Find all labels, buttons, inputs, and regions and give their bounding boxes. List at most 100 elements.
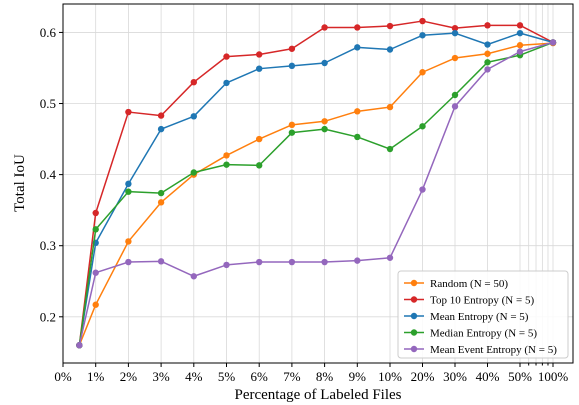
- data-point: [419, 17, 426, 25]
- y-tick-label: 0.2: [40, 309, 56, 324]
- x-tick-label: 3%: [152, 369, 170, 384]
- data-point: [484, 66, 491, 73]
- x-tick-label: 7%: [283, 369, 301, 384]
- x-tick-label: 4%: [185, 369, 203, 384]
- series-line: [78, 41, 554, 346]
- series-line: [78, 32, 554, 346]
- data-point: [288, 258, 296, 266]
- series-lines: [76, 17, 557, 349]
- data-point: [125, 238, 132, 245]
- data-point: [419, 123, 426, 130]
- plot-frame: [62, 3, 574, 364]
- x-tick-label: 20%: [411, 369, 435, 384]
- data-point: [484, 59, 491, 66]
- data-point: [190, 169, 197, 176]
- data-point: [125, 258, 132, 266]
- data-point: [288, 121, 296, 129]
- data-point: [451, 54, 459, 62]
- x-tick-label: 30%: [443, 369, 467, 384]
- legend-label: Top 10 Entropy (N = 5): [430, 295, 534, 307]
- data-point: [516, 48, 524, 55]
- data-point: [419, 69, 426, 76]
- series-4: [76, 39, 557, 349]
- data-point: [223, 161, 230, 168]
- data-point: [484, 50, 491, 57]
- data-point: [484, 41, 491, 48]
- data-point: [419, 186, 426, 193]
- x-tick-label: 6%: [251, 369, 269, 384]
- data-point: [223, 79, 230, 87]
- data-point: [354, 133, 361, 141]
- series-line: [78, 41, 554, 346]
- data-point: [125, 188, 132, 195]
- data-point: [516, 29, 524, 37]
- data-point: [190, 78, 197, 86]
- legend-label: Median Entropy (N = 5): [430, 328, 537, 340]
- data-point: [386, 22, 394, 30]
- x-tick-label: 50%: [508, 369, 532, 384]
- legend: Random (N = 50) Top 10 Entropy (N = 5) Mea…: [397, 270, 569, 359]
- x-tick-label: 2%: [120, 369, 138, 384]
- axis-ticks: 0.2 0.3 0.4 0.5 0.6 0% 1% 2% 3% 4% 5% 6% 7% 8% 9% 10% 20…: [40, 25, 569, 384]
- y-axis-label: Total IoU: [12, 154, 28, 212]
- data-point: [451, 29, 459, 37]
- data-point: [549, 39, 557, 46]
- data-point: [321, 118, 328, 125]
- data-point: [451, 91, 459, 99]
- data-point: [256, 65, 263, 72]
- series-line: [78, 20, 554, 346]
- series-line: [78, 42, 554, 346]
- y-tick-label: 0.3: [40, 238, 56, 253]
- legend-marker: [410, 312, 418, 320]
- data-point: [354, 257, 361, 264]
- data-point: [321, 59, 328, 67]
- data-point: [157, 125, 165, 133]
- data-point: [92, 226, 99, 233]
- y-tick-label: 0.4: [40, 167, 57, 182]
- data-point: [321, 125, 328, 133]
- data-point: [386, 103, 394, 111]
- data-point: [157, 112, 165, 119]
- data-point: [92, 209, 99, 217]
- data-point: [321, 24, 328, 31]
- data-point: [223, 53, 230, 60]
- data-point: [92, 301, 99, 308]
- data-point: [157, 199, 165, 206]
- data-point: [157, 189, 165, 197]
- data-point: [386, 145, 394, 153]
- series-1: [76, 17, 557, 349]
- data-point: [256, 258, 263, 266]
- data-point: [354, 108, 361, 115]
- data-point: [223, 261, 230, 269]
- legend-box: [397, 270, 569, 359]
- data-point: [125, 108, 132, 116]
- x-axis-label: Percentage of Labeled Files: [234, 387, 401, 403]
- data-point: [516, 22, 524, 29]
- x-tick-label: 0%: [54, 369, 72, 384]
- data-point: [157, 258, 165, 265]
- data-point: [484, 22, 491, 29]
- data-point: [419, 32, 426, 39]
- series-3: [76, 39, 557, 349]
- legend-label: Mean Event Entropy (N = 5): [430, 344, 557, 356]
- data-point: [321, 258, 328, 266]
- legend-label: Random (N = 50): [430, 278, 508, 290]
- data-point: [256, 135, 263, 143]
- data-point: [76, 342, 83, 349]
- data-point: [223, 152, 230, 159]
- data-point: [288, 62, 296, 70]
- x-tick-label: 100%: [538, 369, 569, 384]
- data-point: [256, 51, 263, 58]
- data-point: [386, 46, 394, 53]
- data-point: [386, 254, 394, 261]
- x-tick-label: 10%: [378, 369, 402, 384]
- data-point: [190, 113, 197, 120]
- data-point: [354, 44, 361, 51]
- legend-marker: [410, 296, 418, 303]
- legend-marker: [410, 345, 418, 353]
- x-tick-label: 1%: [87, 369, 105, 384]
- x-tick-label: 40%: [476, 369, 500, 384]
- legend-marker: [410, 279, 418, 287]
- y-tick-label: 0.6: [40, 25, 57, 40]
- legend-label: Mean Entropy (N = 5): [430, 311, 529, 323]
